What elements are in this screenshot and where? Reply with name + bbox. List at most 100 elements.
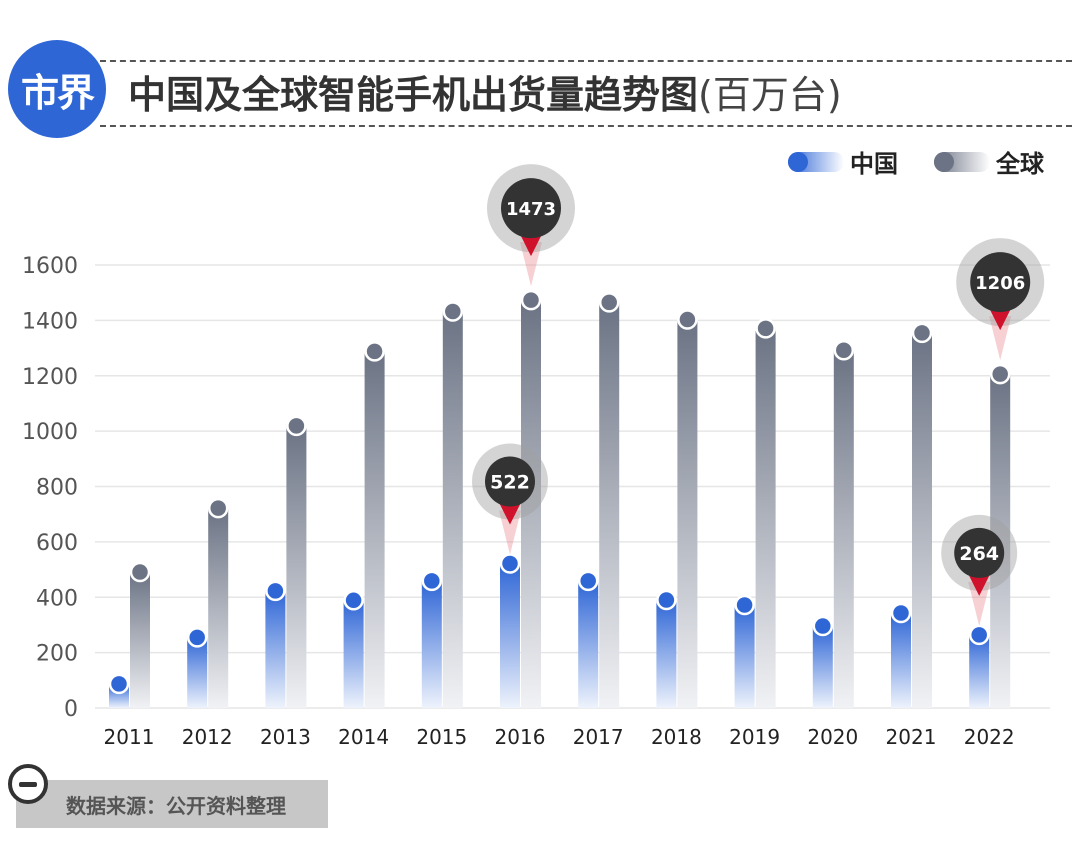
bar [833,350,854,708]
bar [578,580,599,708]
brand-logo: 市界 [8,40,106,138]
x-tick-label: 2022 [964,725,1015,749]
bar [521,300,541,708]
bar-cap-dot [207,497,229,519]
callout-layer: 1473 522 1206 264 [472,164,1045,626]
bar [187,637,208,708]
callout-tail-shadow [520,242,542,287]
legend-global: 全球 [934,144,1044,179]
callout-pointer [519,232,543,257]
x-tick-label: 2011 [104,725,155,749]
y-tick-label: 1400 [22,309,78,334]
x-tick-label: 2017 [573,725,624,749]
bar-cap-dot [734,594,755,616]
grid-layer: 0 200 400 600 800 1000 1200 1400 1600 [22,254,1050,722]
bar-cap-dot [812,615,834,637]
bar-cap-dot [499,553,521,574]
source-text: 数据来源：公开资料整理 [66,793,286,818]
y-tick-label: 800 [36,476,78,501]
bar [364,351,385,708]
callout-bubble [970,252,1031,313]
x-tick-label: 2019 [729,725,780,749]
chart-title: 中国及全球智能手机出货量趋势图(百万台) [128,64,842,119]
bar-cap-dot [989,363,1011,385]
bar [286,425,307,708]
y-tick-label: 200 [36,642,78,667]
bar-cap-dot [890,602,912,624]
bar-cap-dot [577,570,599,592]
bar-cap-dot [343,590,364,611]
bar-cap-dot [265,580,286,602]
x-tick-label: 2016 [495,725,546,749]
callout-bubble [954,527,1005,578]
x-tick-label: 2018 [651,725,702,749]
bar-cap-dot [833,340,855,361]
callout-label: 1206 [975,273,1025,294]
bar-cap-dot [598,292,620,313]
callout-pointer [988,306,1013,331]
bar-cap-dot [364,341,385,362]
legend-china: 中国 [788,144,898,179]
bar-cap-dot [520,289,542,311]
callout-label: 1473 [506,199,556,220]
y-tick-label: 1600 [22,254,78,279]
legend-global-dot [934,151,954,172]
x-tick-label: 2015 [416,725,467,749]
bar-cap-dot [968,624,990,646]
y-tick-label: 400 [36,586,78,611]
logo-text: 市界 [20,70,95,115]
callout-label: 264 [959,543,999,565]
x-tick-label: 2020 [807,725,858,749]
minus-circle-icon [8,764,48,804]
x-tick-label: 2012 [182,725,233,749]
bar-cap-dot [755,318,776,339]
x-tick-label: 2021 [886,725,937,749]
legend-china-swatch [788,151,844,172]
bar-cap-dot [129,561,151,583]
y-tick-label: 600 [36,531,78,556]
bar-cap-dot [421,570,443,592]
bar-cap-dot [286,415,307,437]
callout-tail-shadow [989,316,1012,361]
bar [442,311,463,708]
bar [891,613,911,708]
title-top-rule [100,60,1072,62]
bar [421,580,442,708]
legend-china-label: 中国 [850,150,898,178]
chart-title-unit: (百万台) [698,73,842,117]
bar-cap-dot [656,589,677,611]
callout-pointer [498,500,522,525]
callout-pointer [967,571,992,596]
bar-cap-dot [108,673,130,695]
bar-cap-dot [442,301,464,322]
bar [208,508,229,708]
bar-cap-dot [911,322,933,344]
bar-cap-dot [677,309,698,330]
x-tick-label: 2013 [260,725,311,749]
callout-tail-shadow [968,581,991,626]
legend-china-dot [788,151,808,172]
bar [130,572,150,708]
legend-global-label: 全球 [996,150,1044,178]
bar [912,332,932,708]
y-tick-label: 1200 [22,365,78,390]
y-tick-label: 0 [64,697,78,722]
title-bottom-rule [100,125,1072,127]
bar-cap-dot [186,627,208,648]
bar [343,600,364,708]
y-tick-label: 1000 [22,420,78,445]
bar [265,590,286,708]
bars-layer: 2011 2012 2013 2014 2015 2016 2017 2018 2019 2020… [104,289,1015,749]
callout-label: 522 [490,471,530,493]
bar [755,328,776,708]
source-note: 数据来源：公开资料整理 [16,780,328,828]
bar [656,600,677,708]
legend-global-swatch [934,151,990,172]
bar [599,302,620,708]
x-tick-label: 2014 [338,725,389,749]
bar [734,605,755,708]
bar [677,319,698,708]
bar [500,563,520,708]
bar [812,626,833,708]
